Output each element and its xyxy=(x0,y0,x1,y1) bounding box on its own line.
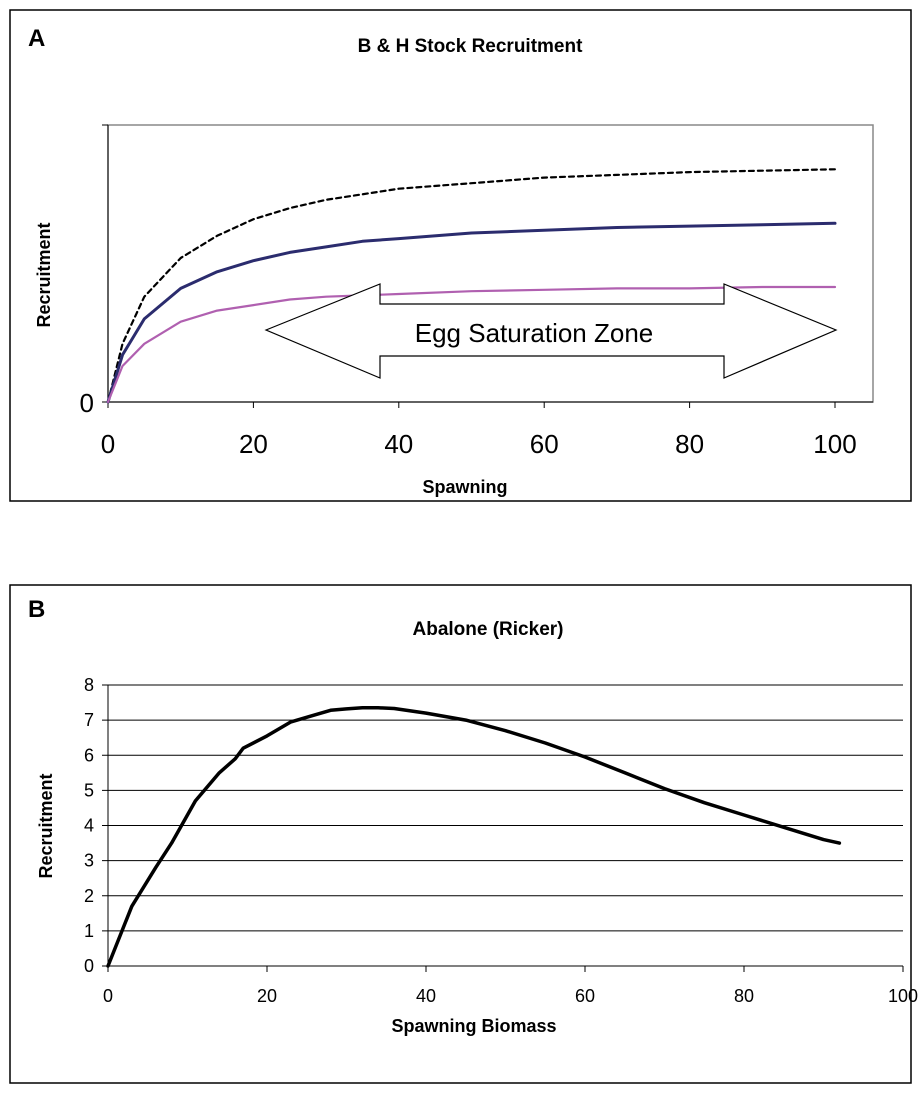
chart-panel-a: A B & H Stock Recruitment 0 0 20 40 60 80 100… xyxy=(9,9,912,502)
egg-saturation-arrow: Egg Saturation Zone xyxy=(264,283,838,379)
panel-b-series-line-1 xyxy=(106,706,842,968)
panel-b-y-ticks: 0 1 2 3 4 5 6 7 8 xyxy=(84,675,108,976)
panel-b-y-tick-label: 3 xyxy=(84,851,94,871)
panel-b-y-tick-label: 7 xyxy=(84,710,94,730)
panel-a-series-line-1 xyxy=(106,168,837,404)
panel-a-x-tick-label: 80 xyxy=(675,429,704,459)
panel-b-gridlines xyxy=(108,684,903,932)
panel-a-series-line-2 xyxy=(106,221,837,404)
panel-a-x-ticks: 0 20 40 60 80 100 xyxy=(101,402,857,459)
panel-b-x-tick-label: 100 xyxy=(888,986,918,1006)
panel-a-series xyxy=(106,168,837,404)
egg-saturation-label: Egg Saturation Zone xyxy=(415,318,654,348)
panel-b-series xyxy=(106,706,842,968)
panel-a-x-tick-label: 40 xyxy=(384,429,413,459)
panel-b-x-axis-label: Spawning Biomass xyxy=(391,1016,556,1036)
panel-b-x-tick-label: 40 xyxy=(416,986,436,1006)
panel-b-title: Abalone (Ricker) xyxy=(413,619,564,640)
panel-b-y-tick-label: 6 xyxy=(84,745,94,765)
panel-b-x-tick-label: 0 xyxy=(103,986,113,1006)
panel-a-x-tick-label: 100 xyxy=(813,429,856,459)
panel-a-x-axis-label: Spawning xyxy=(423,477,508,497)
panel-b-x-tick-label: 20 xyxy=(257,986,277,1006)
panel-b-y-tick-label: 4 xyxy=(84,816,94,836)
panel-b-y-tick-label: 5 xyxy=(84,780,94,800)
panel-b-x-tick-label: 80 xyxy=(734,986,754,1006)
egg-saturation-arrow-shape xyxy=(264,283,838,379)
chart-panel-b: B Abalone (Ricker) 0 1 2 3 4 5 6 7 8 0 20 40 60 80 10… xyxy=(9,584,918,1084)
panel-b-x-ticks: 0 20 40 60 80 100 xyxy=(103,966,918,1006)
panel-a-label: A xyxy=(28,25,45,52)
panel-a-y-axis-label: Recruitment xyxy=(34,222,54,327)
panel-a-x-tick-label: 60 xyxy=(530,429,559,459)
panel-b-x-tick-label: 60 xyxy=(575,986,595,1006)
panel-b-y-tick-label: 1 xyxy=(84,921,94,941)
panel-b-y-tick-label: 2 xyxy=(84,886,94,906)
panel-b-y-tick-label: 8 xyxy=(84,675,94,695)
panel-a-x-tick-label: 0 xyxy=(101,429,115,459)
panel-a-y-tick-label: 0 xyxy=(80,388,94,418)
panel-b-y-axis-label: Recruitment xyxy=(36,773,56,878)
panel-a-title: B & H Stock Recruitment xyxy=(358,36,584,57)
panel-b-label: B xyxy=(28,596,45,623)
panel-a-series-line-3 xyxy=(106,285,837,404)
panel-b-y-tick-label: 0 xyxy=(84,956,94,976)
panel-b-border xyxy=(9,584,912,1084)
panel-a-x-tick-label: 20 xyxy=(239,429,268,459)
